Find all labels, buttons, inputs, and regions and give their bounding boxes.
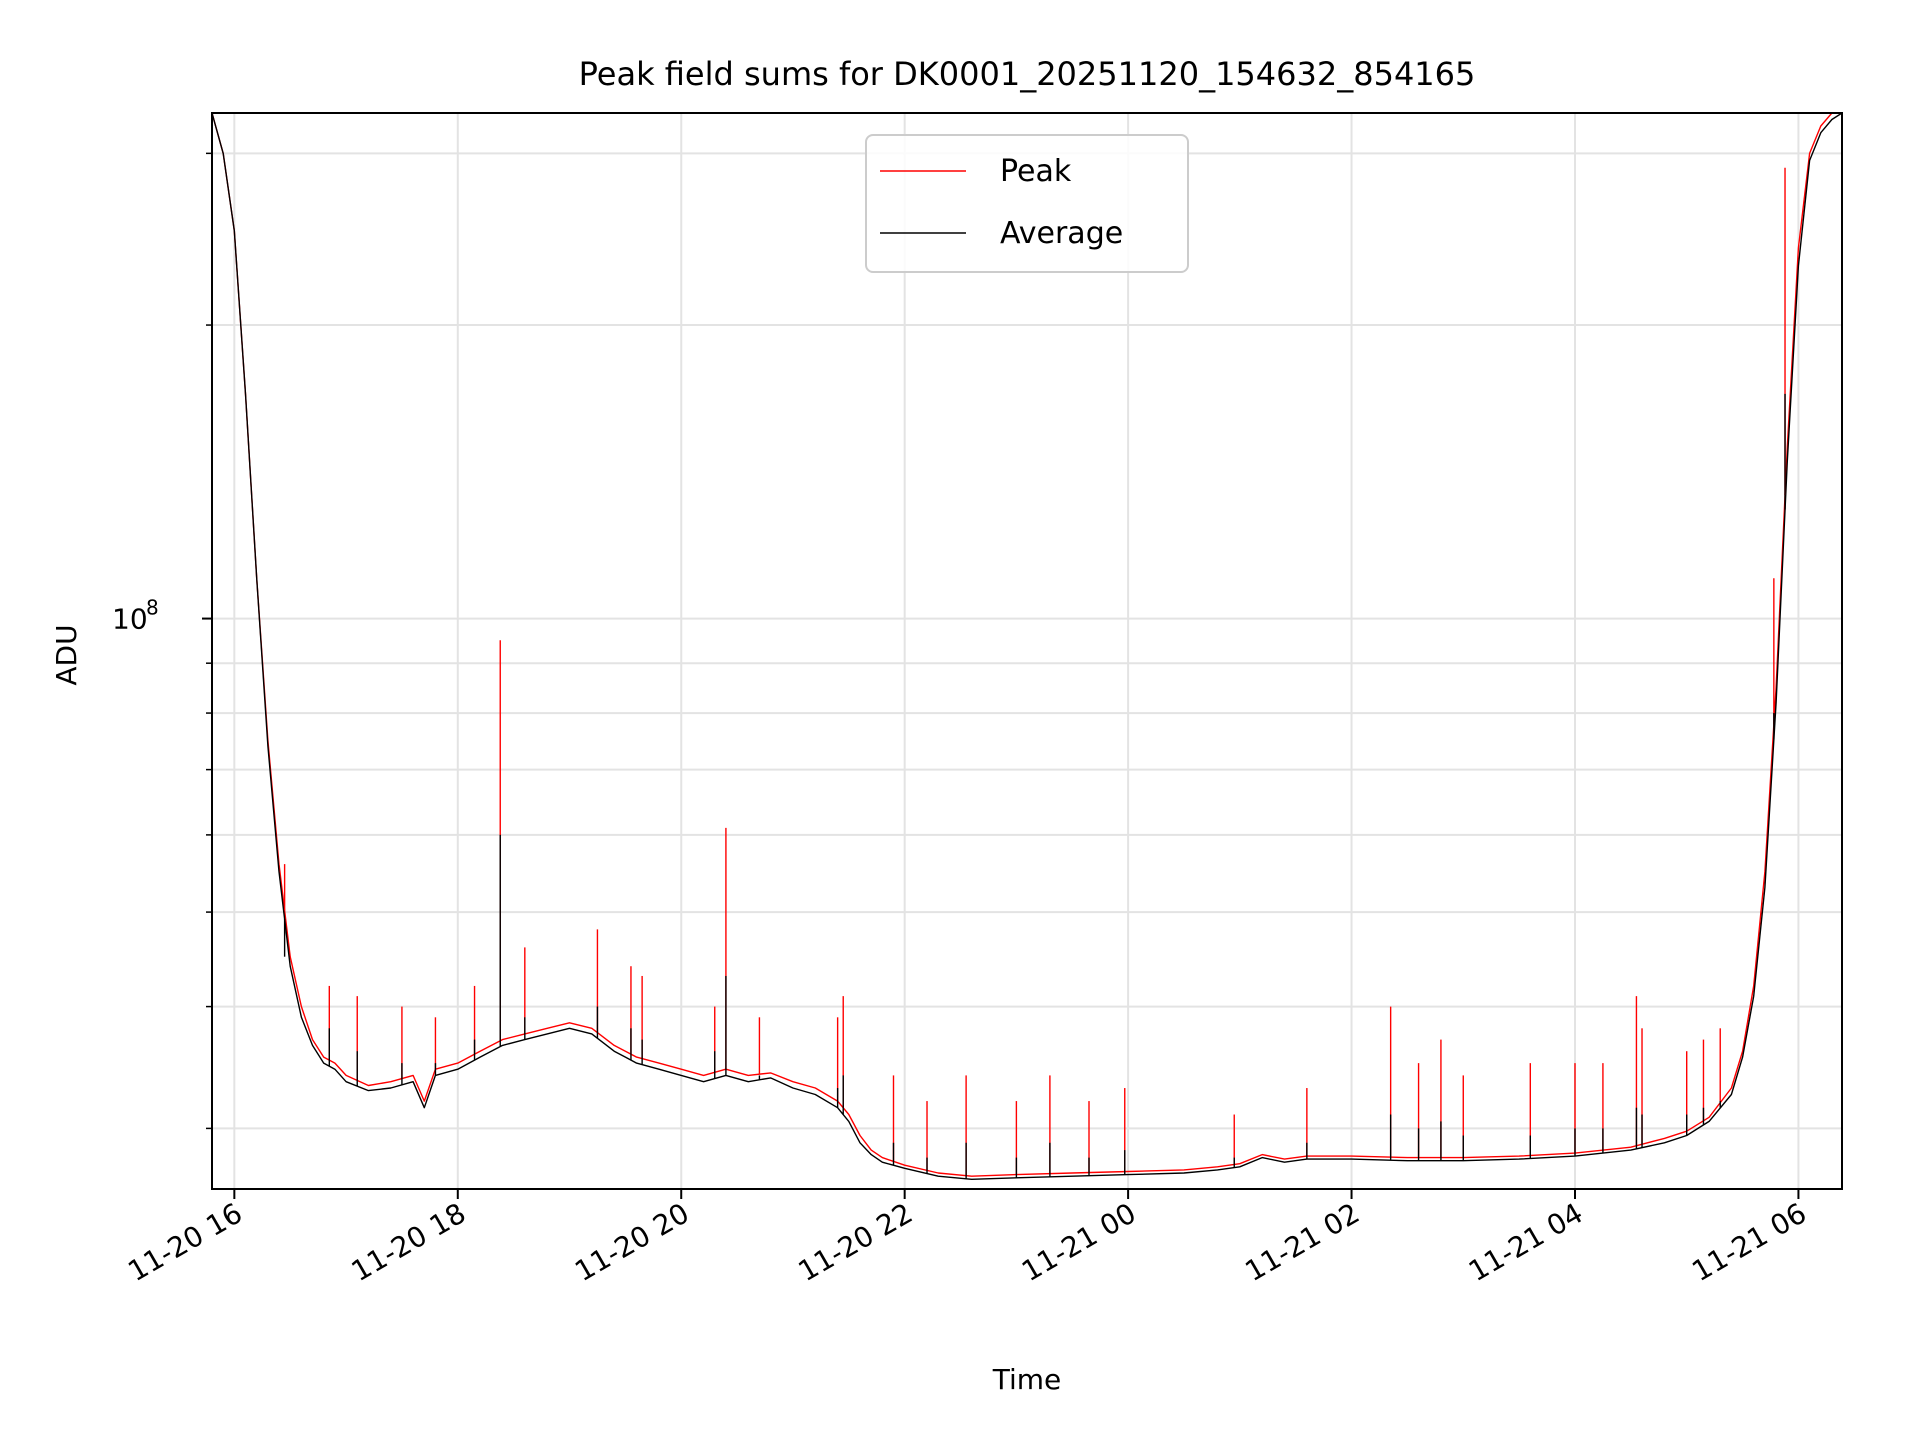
legend-box	[865, 134, 1189, 273]
y-tick-label: 10	[112, 603, 148, 636]
y-axis-label: ADU	[50, 624, 83, 685]
x-axis-label: Time	[992, 1363, 1062, 1396]
plot-frame	[211, 112, 1843, 1190]
legend-average-label: Average	[1000, 216, 1123, 251]
legend-peak-label: Peak	[1000, 154, 1072, 189]
chart-title: Peak field sums for DK0001_20251120_1546…	[579, 55, 1476, 93]
series	[212, 113, 1842, 1181]
legend: Peak Average	[865, 134, 1189, 273]
y-tick-label-exponent: 8	[146, 596, 159, 620]
grid	[212, 113, 1842, 1189]
